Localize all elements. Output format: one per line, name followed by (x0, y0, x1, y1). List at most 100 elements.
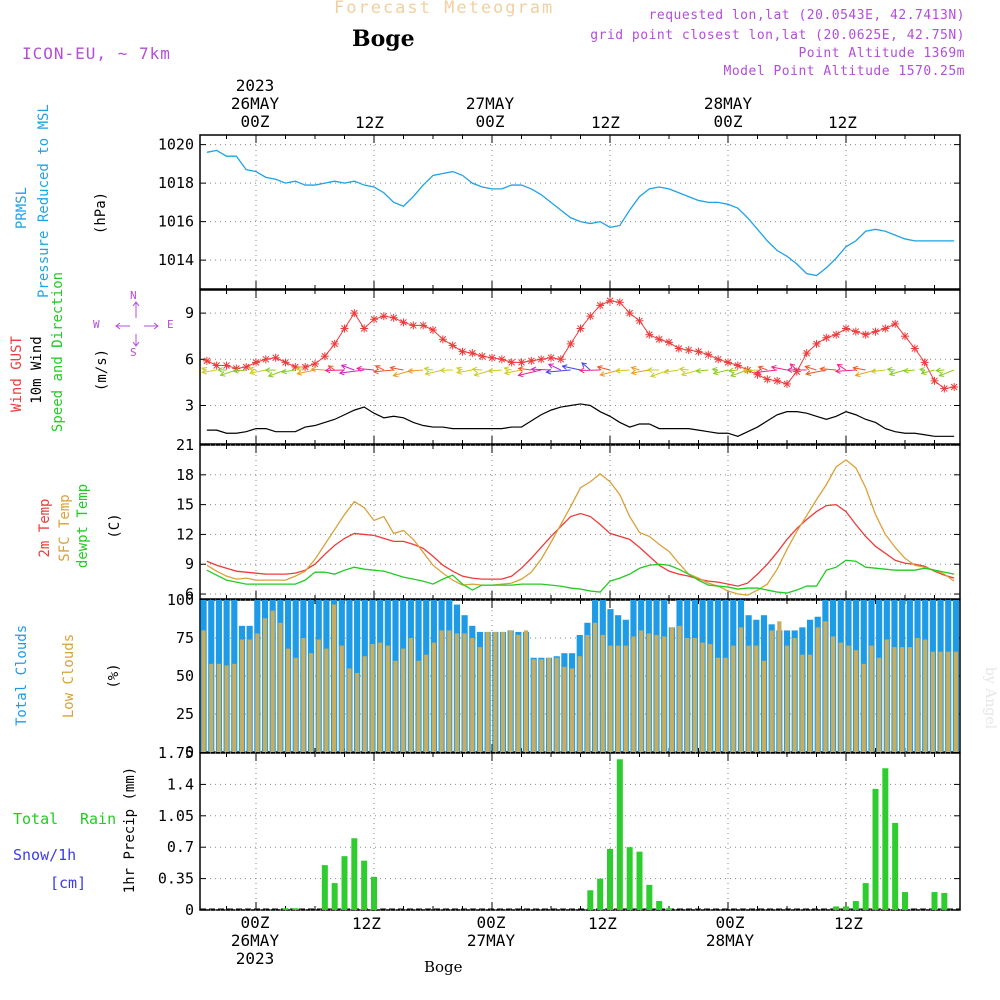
gust-marker (645, 330, 654, 339)
total-cloud-bar (615, 615, 622, 752)
panel-1: 3 6 9 (185, 289, 961, 445)
total-cloud-bar (745, 615, 752, 752)
wind-arrow (711, 366, 719, 373)
gust-marker (851, 327, 860, 336)
ytick-label: 0.35 (158, 870, 194, 888)
total-cloud-bar (837, 600, 844, 752)
clouds-unit: (%) (106, 663, 122, 689)
precip-unit: 1hr Precip (mm) (122, 766, 138, 894)
rain-bar (597, 878, 604, 910)
low-cloud-bar (593, 622, 598, 752)
precip-snow-unit: [cm] (50, 874, 87, 892)
total-cloud-bar (231, 600, 238, 752)
wind-arrow (789, 363, 798, 371)
low-cloud-bar (278, 622, 283, 752)
gust-marker (596, 301, 605, 310)
rain-bar (882, 768, 889, 910)
ytick-label: 6 (185, 585, 194, 603)
total-cloud-bar (354, 600, 361, 752)
total-cloud-bar (853, 600, 860, 752)
wind-arrow (327, 365, 335, 371)
low-cloud-bar (209, 663, 214, 752)
ytick-label: 1.75 (158, 744, 194, 762)
panel-frame (199, 599, 961, 753)
low-cloud-bar (347, 668, 352, 752)
ytick-label: 1016 (158, 213, 194, 231)
compass-arrows-icon (115, 301, 159, 347)
ytick-label: 21 (176, 436, 194, 454)
rain-bar (931, 892, 938, 910)
wind-arrow (678, 366, 689, 373)
total-cloud-bar (499, 631, 507, 752)
low-cloud-bar (239, 639, 245, 752)
gust-marker (576, 324, 585, 333)
total-cloud-bar (699, 600, 706, 752)
total-cloud-bar (845, 600, 852, 752)
gust-marker (281, 358, 290, 367)
dewpt-temp-label: dewpt Temp (75, 483, 91, 569)
low-cloud-bar (447, 630, 452, 752)
gust-marker (910, 344, 919, 353)
low-cloud-bar (631, 636, 636, 752)
low-cloud-bar (877, 657, 882, 752)
low-cloud-bar (324, 648, 329, 752)
total-cloud-bar (400, 600, 407, 752)
low-cloud-bar (669, 627, 674, 752)
gust-marker (930, 376, 939, 385)
wind-arrow (742, 367, 758, 374)
ytick-label: 18 (176, 466, 194, 484)
pressure-unit: (hPa) (93, 191, 109, 235)
ytick-label: 1018 (158, 174, 194, 192)
low-cloud-bar (562, 666, 567, 752)
wind-arrow (757, 365, 768, 371)
bottom-year: 2023 (235, 949, 275, 968)
total-cloud-bar (545, 657, 553, 752)
ytick-label: 9 (185, 304, 194, 322)
wind-arrow (819, 366, 837, 372)
footer-place: Boge (424, 958, 463, 976)
wind-arrow (423, 366, 434, 372)
total-cloud-bar (860, 600, 867, 752)
total-cloud-bar (200, 600, 207, 752)
bottom-label-26may: 00Z 26MAY 2023 (215, 914, 295, 968)
wind-arrow (503, 366, 512, 372)
low-cloud-bar (830, 636, 836, 752)
bottom-date-27may: 27MAY (466, 931, 516, 950)
total-cloud-bar (829, 600, 837, 752)
total-cloud-bar (423, 600, 430, 752)
total-cloud-bar (246, 625, 253, 752)
gust-marker (419, 321, 428, 330)
wind-arrow (324, 367, 345, 374)
wind-arrow (340, 364, 355, 371)
ytick-label: 1014 (158, 251, 194, 269)
wind-arrow (646, 367, 660, 373)
total-cloud-bar (576, 634, 583, 752)
panel-frame (199, 289, 961, 445)
panel-4: 0 0.35 0.7 1.05 1.4 1.75 (158, 744, 961, 919)
precip-snow-label: Snow/1h (13, 846, 77, 864)
wind-arrow (578, 367, 601, 374)
low-cloud-bar (523, 630, 529, 752)
total-cloud-bar (599, 600, 606, 752)
gust-marker (586, 312, 595, 321)
total-cloud-bar (868, 600, 875, 752)
total-cloud-bar (300, 600, 307, 752)
panel-0: 1014 1016 1018 1020 (158, 134, 961, 290)
ytick-label: 0 (185, 901, 194, 919)
low-cloud-bar (846, 645, 851, 752)
gust-marker (202, 356, 211, 365)
total-cloud-bar (737, 600, 745, 752)
gust-marker (242, 363, 251, 371)
rain-bar (892, 822, 899, 910)
gust-marker (842, 324, 850, 333)
total-cloud-bar (238, 625, 246, 752)
low-cloud-bar (800, 654, 805, 752)
total-cloud-bar (561, 653, 568, 752)
gust-marker (792, 367, 801, 376)
total-cloud-bar (553, 656, 560, 752)
wind-arrow (248, 366, 257, 373)
low-cloud-bar (554, 657, 559, 752)
sfc-temp-label: SFC Temp (57, 494, 73, 562)
top-label-28may: 28MAY 00Z (693, 95, 763, 131)
dewpt-line (206, 559, 955, 594)
